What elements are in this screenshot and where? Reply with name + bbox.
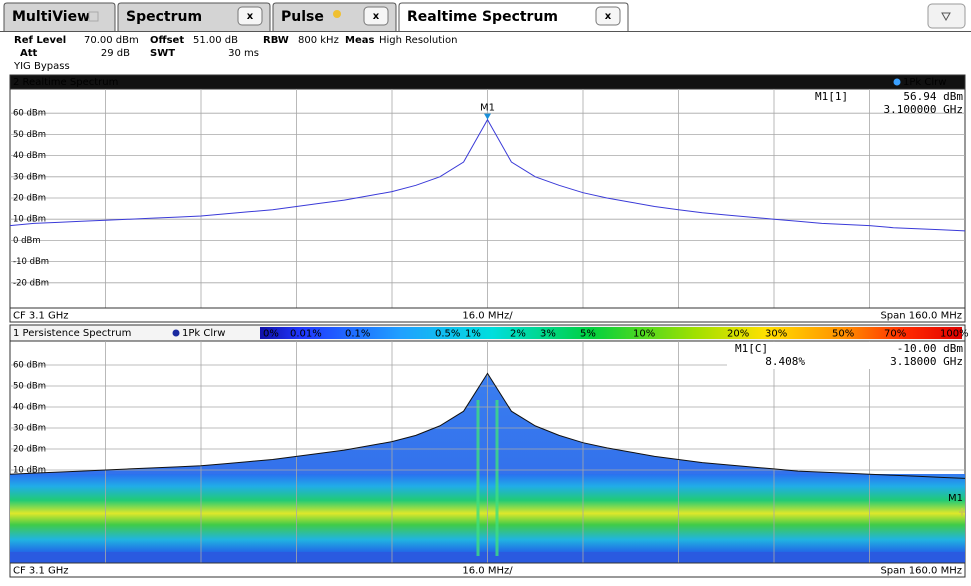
setting-value: 29 dB — [101, 48, 130, 59]
legend-dot — [172, 329, 180, 337]
setting-label: Offset — [150, 35, 184, 46]
marker-frequency: 3.100000 GHz — [884, 103, 963, 116]
footer-right: Span 160.0 MHz — [880, 311, 962, 322]
color-scale-label: 50% — [832, 329, 854, 340]
y-tick-label: 40 dBm — [13, 151, 46, 161]
footer-left: CF 3.1 GHz — [13, 311, 69, 322]
tab[interactable] — [3, 2, 116, 31]
color-scale-label: 2% — [510, 329, 526, 340]
y-tick-label: 20 dBm — [13, 445, 46, 455]
close-button[interactable] — [595, 6, 621, 26]
setting-value: 51.00 dB — [193, 35, 238, 46]
window-title-bar — [9, 74, 966, 90]
y-tick-label: 60 dBm — [13, 109, 46, 119]
close-label[interactable]: x — [373, 11, 380, 22]
setting-label: SWT — [150, 48, 175, 59]
y-tick-label: 20 dBm — [13, 194, 46, 204]
setting-label: Ref Level — [14, 35, 66, 46]
tab-label[interactable]: Realtime Spectrum — [407, 9, 558, 25]
marker-value: 56.94 dBm — [903, 90, 963, 103]
footer-right: Span 160.0 MHz — [880, 566, 962, 577]
setting-value: 800 kHz — [298, 35, 339, 46]
tab-label[interactable]: MultiView — [12, 9, 90, 25]
color-scale-label: 10% — [633, 329, 655, 340]
close-button[interactable] — [237, 6, 263, 26]
color-scale-label: 0% — [263, 329, 279, 340]
tab-label[interactable]: Pulse — [281, 9, 324, 25]
setting-value: 30 ms — [228, 48, 259, 59]
color-scale-label: 30% — [765, 329, 787, 340]
legend-label: 1Pk Clrw — [182, 328, 225, 339]
y-tick-label: 50 dBm — [13, 382, 46, 392]
y-tick-label: 10 dBm — [13, 466, 46, 476]
dropdown-button[interactable] — [927, 3, 966, 29]
footer-center: 16.0 MHz/ — [462, 566, 513, 577]
marker-value: -10.00 dBm — [897, 342, 964, 355]
setting-label: RBW — [263, 35, 289, 46]
footer-bar — [9, 307, 966, 323]
color-scale-label: 1% — [465, 329, 481, 340]
marker-tag: M1 — [948, 493, 963, 504]
footer-bar — [9, 562, 966, 578]
close-button[interactable] — [363, 6, 389, 26]
note: YIG Bypass — [13, 61, 70, 72]
trace — [9, 372, 966, 479]
window-title: 1 Persistence Spectrum — [13, 328, 131, 339]
marker-density: 8.408% — [765, 355, 805, 368]
window-title: 2 Realtime Spectrum — [13, 77, 118, 88]
marker-readout — [727, 342, 964, 369]
close-label[interactable]: x — [605, 11, 612, 22]
trace — [9, 118, 966, 232]
footer-center: 16.0 MHz/ — [462, 311, 513, 322]
y-tick-label: -20 dBm — [13, 278, 49, 288]
y-tick-label: 50 dBm — [13, 130, 46, 140]
close-label[interactable]: x — [247, 11, 254, 22]
tab-label[interactable]: Spectrum — [126, 9, 202, 25]
tab[interactable] — [117, 2, 271, 31]
color-scale-label: 100% — [940, 329, 969, 340]
setting-value: 70.00 dBm — [84, 35, 139, 46]
y-tick-label: 10 dBm — [13, 215, 46, 225]
tab[interactable] — [398, 2, 629, 31]
tab-icon — [333, 10, 341, 18]
setting-label: Att — [20, 48, 38, 59]
setting-label: Meas — [345, 35, 374, 46]
y-tick-label: -10 dBm — [13, 257, 49, 267]
color-scale-label: 20% — [727, 329, 749, 340]
color-scale-label: 0.01% — [290, 329, 322, 340]
marker-frequency: 3.18000 GHz — [890, 355, 963, 368]
color-scale-label: 0.1% — [345, 329, 370, 340]
marker-name: M1[1] — [815, 90, 848, 103]
y-tick-label: 0 dBm — [13, 236, 41, 246]
y-tick-label: 30 dBm — [13, 172, 46, 182]
marker-name: M1[C] — [735, 342, 768, 355]
color-scale-label: 70% — [884, 329, 906, 340]
marker — [484, 113, 491, 120]
tab-icon — [88, 11, 99, 22]
y-tick-label: 40 dBm — [13, 403, 46, 413]
dropdown-arrow — [941, 12, 951, 22]
color-scale-label: 3% — [540, 329, 556, 340]
footer-left: CF 3.1 GHz — [13, 566, 69, 577]
y-tick-label: 30 dBm — [13, 424, 46, 434]
marker-tag: M1 — [480, 103, 495, 114]
marker — [959, 508, 965, 516]
color-scale — [260, 327, 962, 339]
color-scale-label: 0.5% — [435, 329, 460, 340]
y-tick-label: 60 dBm — [13, 361, 46, 371]
legend-dot — [893, 78, 901, 86]
color-scale-label: 5% — [580, 329, 596, 340]
setting-value: High Resolution — [379, 35, 457, 46]
legend-label: 1Pk Clrw — [903, 77, 946, 88]
